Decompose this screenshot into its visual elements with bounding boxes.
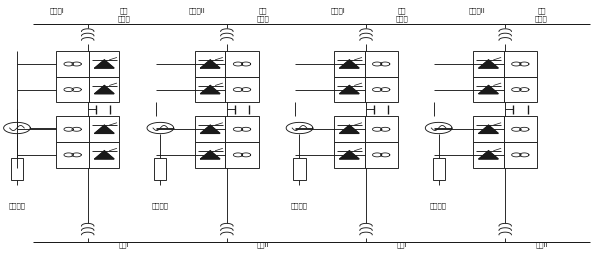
Polygon shape xyxy=(200,86,220,94)
Text: 逆变II: 逆变II xyxy=(535,242,548,248)
Text: 逆变站I: 逆变站I xyxy=(330,8,345,14)
Polygon shape xyxy=(200,151,220,159)
Bar xyxy=(334,77,364,102)
Bar xyxy=(364,142,398,168)
Bar xyxy=(293,158,306,180)
Bar xyxy=(56,142,90,168)
Bar xyxy=(473,142,503,168)
Bar xyxy=(364,77,398,102)
Bar xyxy=(90,142,120,168)
Bar xyxy=(503,51,537,77)
Text: 整流站II: 整流站II xyxy=(188,8,205,14)
Polygon shape xyxy=(200,60,220,68)
Bar xyxy=(503,77,537,102)
Bar xyxy=(364,51,398,77)
Bar xyxy=(56,116,90,142)
Polygon shape xyxy=(479,86,499,94)
Text: 换流
变压器: 换流 变压器 xyxy=(257,8,270,22)
Polygon shape xyxy=(94,86,114,94)
Polygon shape xyxy=(479,60,499,68)
Polygon shape xyxy=(94,60,114,68)
Bar xyxy=(56,77,90,102)
Text: 换流
变压器: 换流 变压器 xyxy=(396,8,409,22)
Text: 交流系统: 交流系统 xyxy=(152,202,169,209)
Bar xyxy=(195,142,225,168)
Bar xyxy=(154,158,166,180)
Bar xyxy=(195,51,225,77)
Polygon shape xyxy=(340,151,359,159)
Bar xyxy=(225,51,258,77)
Bar xyxy=(473,77,503,102)
Bar xyxy=(195,77,225,102)
Polygon shape xyxy=(340,60,359,68)
Bar xyxy=(195,116,225,142)
Polygon shape xyxy=(340,125,359,133)
Text: 整流站I: 整流站I xyxy=(50,8,65,14)
Text: 逆变I: 逆变I xyxy=(397,242,408,248)
Text: 交流系统: 交流系统 xyxy=(291,202,308,209)
Bar xyxy=(334,51,364,77)
Polygon shape xyxy=(479,125,499,133)
Text: 换流
变压器: 换流 变压器 xyxy=(117,8,131,22)
Bar xyxy=(433,158,445,180)
Text: 逆变站II: 逆变站II xyxy=(468,8,485,14)
Text: 整流II: 整流II xyxy=(257,242,269,248)
Bar xyxy=(334,142,364,168)
Bar xyxy=(90,51,120,77)
Bar xyxy=(225,77,258,102)
Text: 整流I: 整流I xyxy=(119,242,129,248)
Bar xyxy=(503,142,537,168)
Bar xyxy=(225,142,258,168)
Bar xyxy=(56,51,90,77)
Bar xyxy=(225,116,258,142)
Polygon shape xyxy=(479,151,499,159)
Bar xyxy=(11,158,23,180)
Bar xyxy=(503,116,537,142)
Bar xyxy=(473,116,503,142)
Bar xyxy=(364,116,398,142)
Polygon shape xyxy=(200,125,220,133)
Text: 交流系统: 交流系统 xyxy=(430,202,447,209)
Bar xyxy=(90,77,120,102)
Polygon shape xyxy=(94,125,114,133)
Text: 交流系统: 交流系统 xyxy=(8,202,25,209)
Bar xyxy=(473,51,503,77)
Bar xyxy=(334,116,364,142)
Text: 换流
变压器: 换流 变压器 xyxy=(535,8,548,22)
Polygon shape xyxy=(94,151,114,159)
Polygon shape xyxy=(340,86,359,94)
Bar xyxy=(90,116,120,142)
